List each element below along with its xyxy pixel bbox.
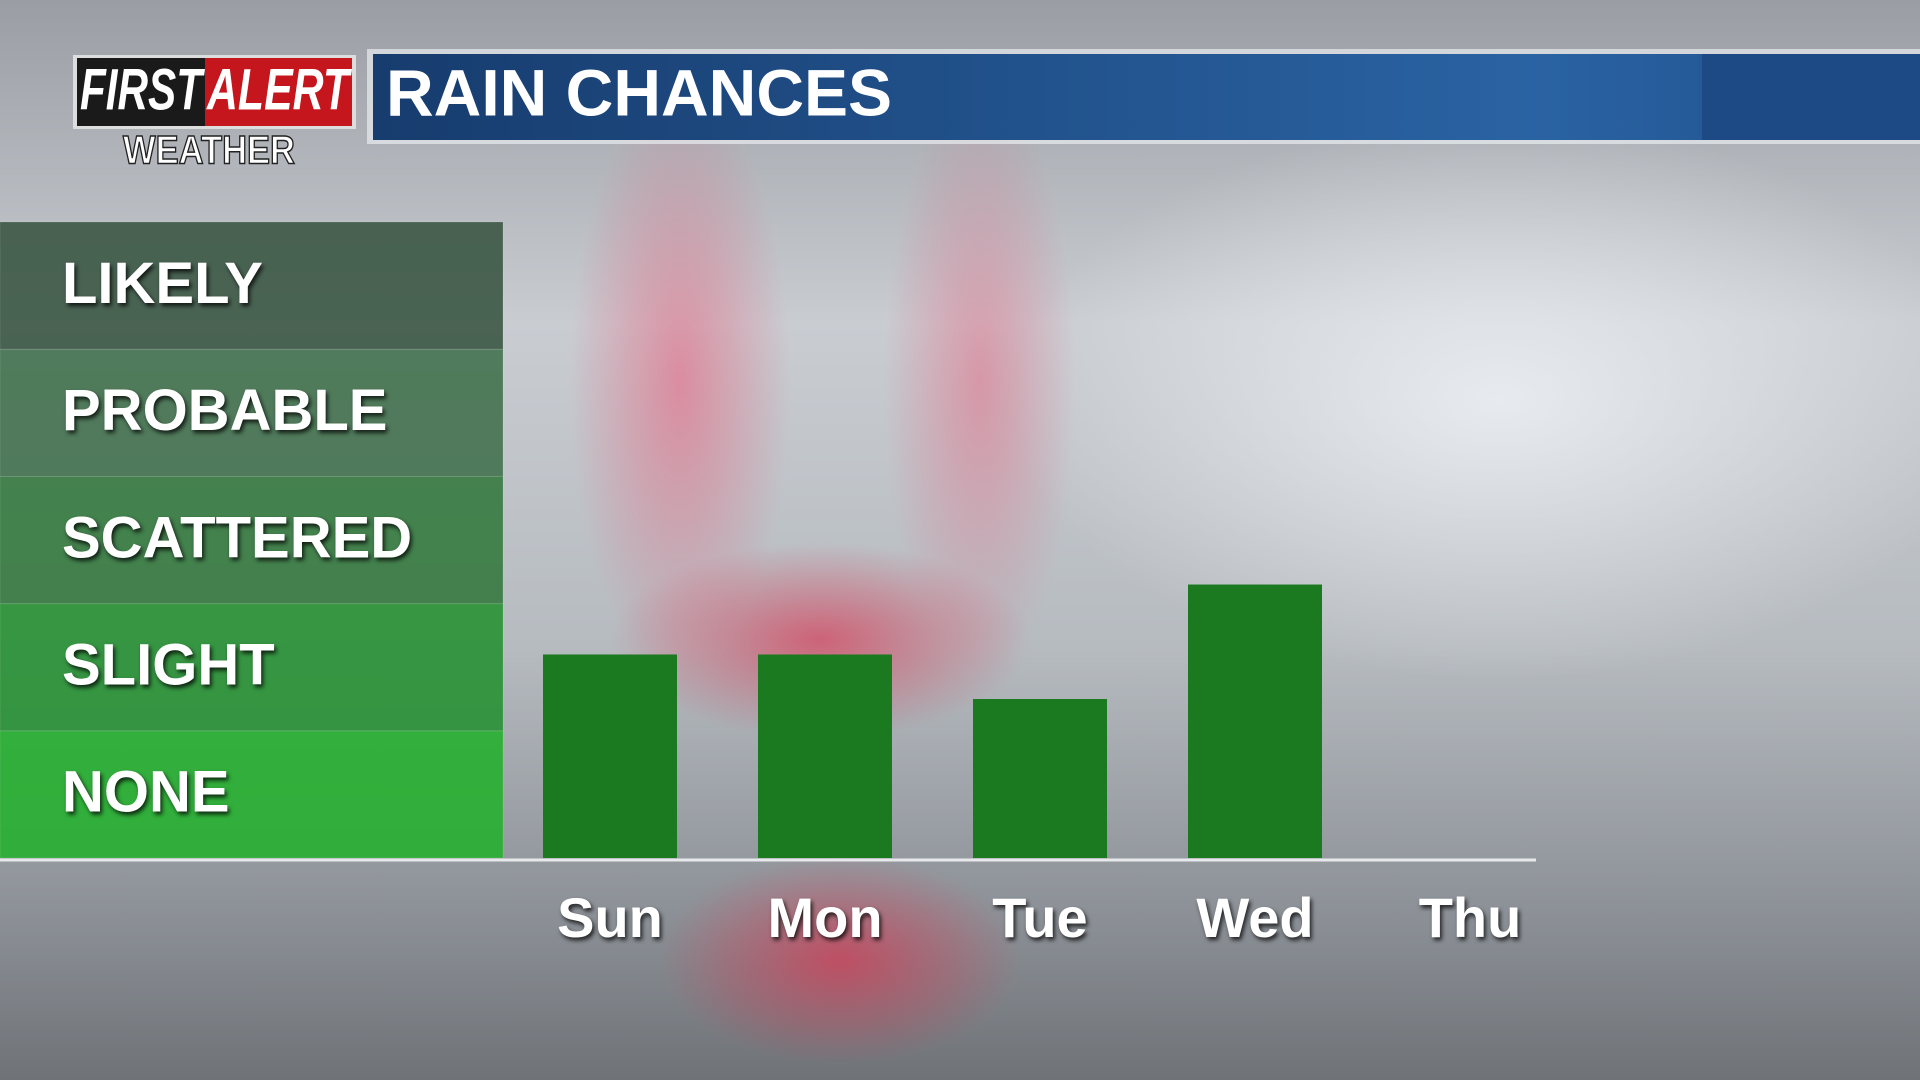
chart-title: RAIN CHANCES	[386, 55, 892, 129]
y-band	[0, 221, 504, 350]
title-bar	[373, 54, 1920, 140]
y-tick-label: LIKELY	[62, 251, 263, 316]
y-band	[0, 475, 504, 605]
logo-alert: ALERT	[206, 57, 353, 122]
bar	[758, 654, 892, 858]
y-tick-label: SLIGHT	[62, 633, 275, 698]
x-tick-label: Sun	[557, 886, 663, 949]
bar	[543, 654, 677, 858]
y-tick-label: SCATTERED	[62, 505, 412, 570]
y-tick-label: PROBABLE	[62, 378, 387, 443]
x-tick-label: Mon	[767, 886, 882, 949]
logo-first-box	[77, 58, 205, 126]
bar	[973, 699, 1107, 858]
title-bar-end	[1702, 54, 1920, 140]
logo-weather: WEATHER	[123, 129, 295, 173]
x-tick-label: Thu	[1419, 886, 1522, 949]
y-band	[0, 348, 504, 477]
logo-first: FIRST	[80, 57, 205, 122]
y-band	[0, 603, 504, 732]
y-band	[0, 730, 504, 859]
logo-alert-box	[205, 58, 352, 126]
y-tick-label: NONE	[62, 760, 230, 825]
x-tick-label: Tue	[992, 886, 1087, 949]
bar	[1188, 584, 1322, 858]
x-tick-label: Wed	[1196, 886, 1313, 949]
